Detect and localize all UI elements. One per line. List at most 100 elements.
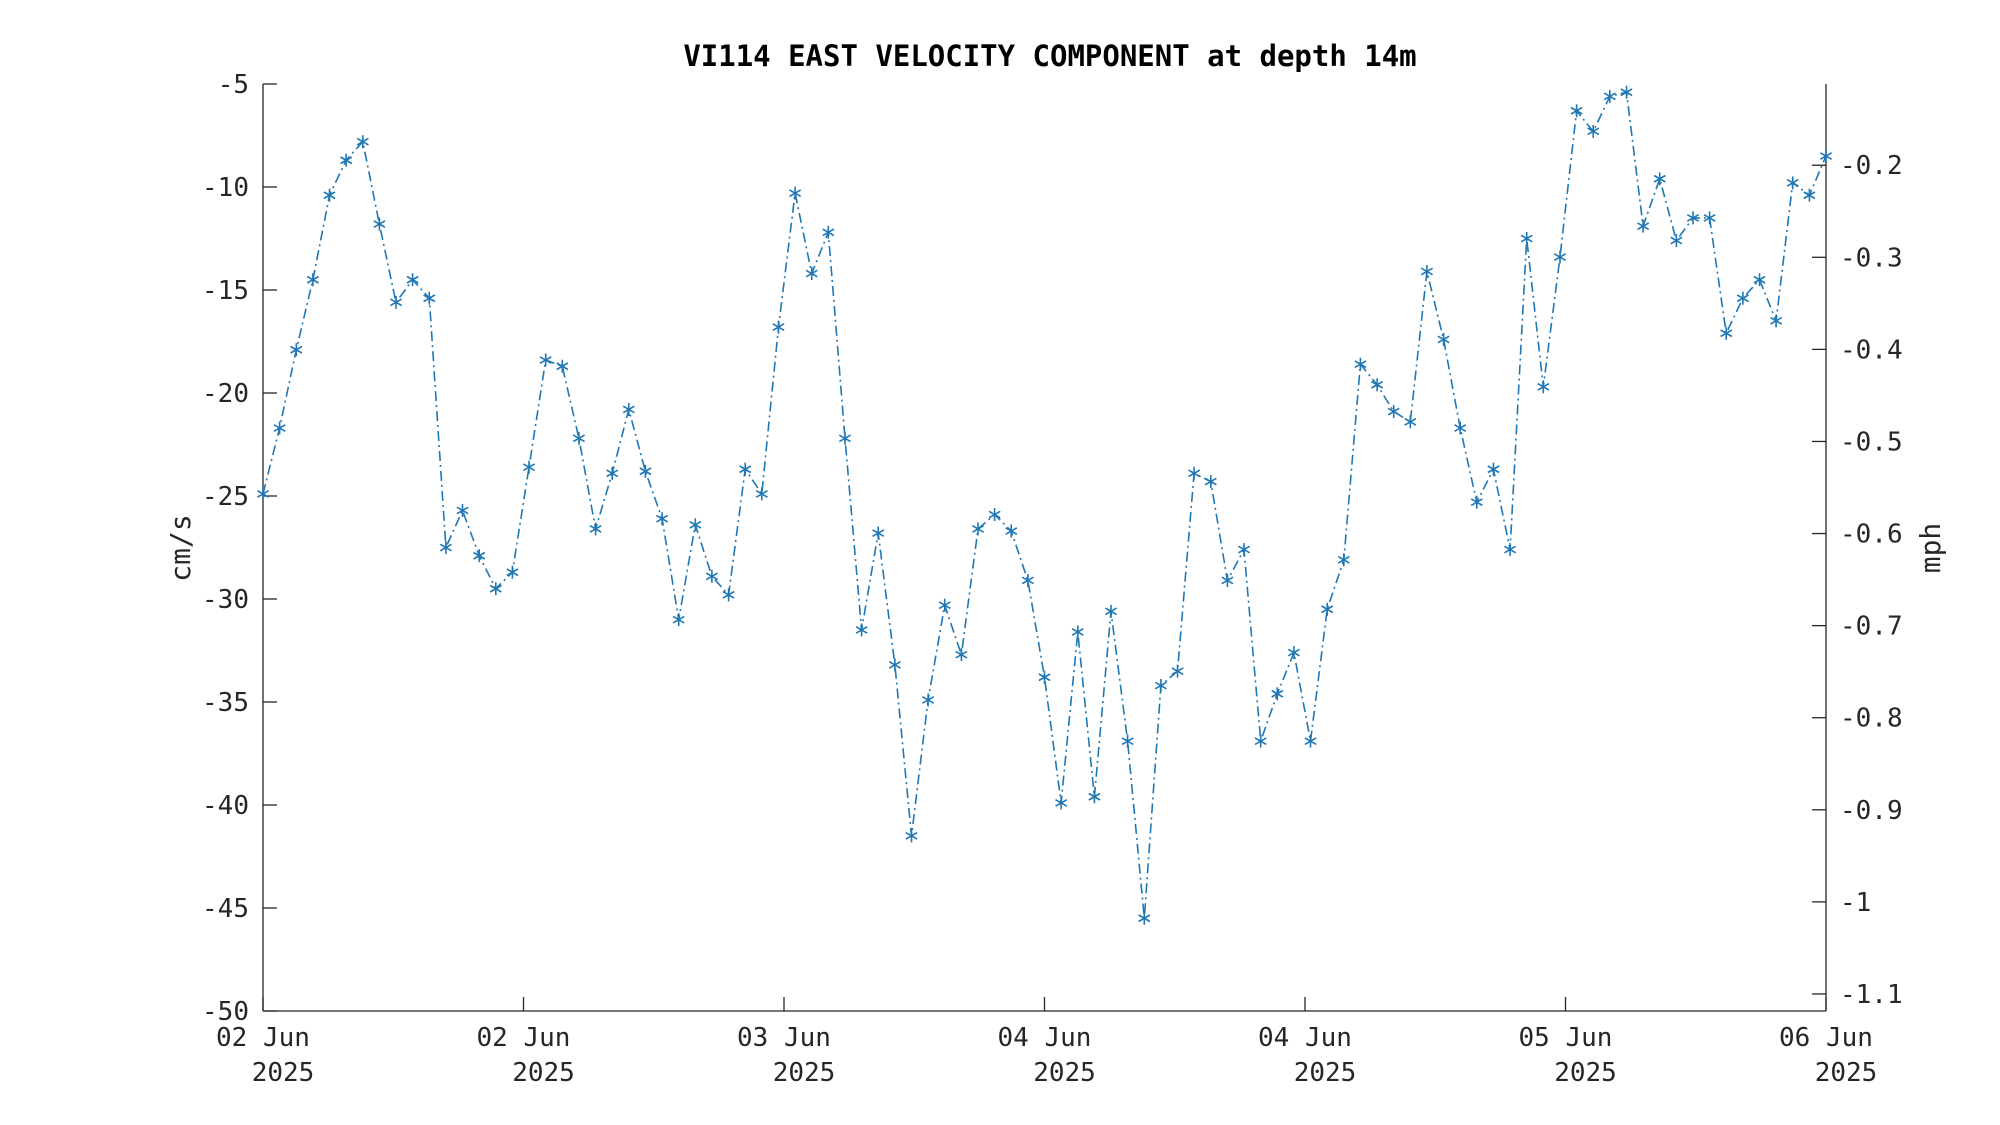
data-point — [1786, 176, 1799, 190]
data-point-stroke — [1470, 498, 1483, 507]
data-point — [1204, 475, 1217, 489]
data-point-stroke — [1154, 681, 1167, 690]
data-point-stroke — [1703, 214, 1716, 222]
data-point-stroke — [1603, 92, 1616, 101]
data-point — [955, 648, 968, 662]
data-point — [1670, 234, 1683, 248]
data-point-stroke — [1520, 234, 1533, 243]
data-point-stroke — [1803, 191, 1816, 200]
data-point — [838, 431, 851, 445]
data-point-stroke — [390, 298, 403, 307]
data-point-stroke — [589, 525, 602, 533]
y-tick-label: -50 — [202, 997, 249, 1027]
data-point — [406, 273, 419, 287]
data-point-stroke — [971, 525, 985, 533]
data-point — [373, 217, 386, 231]
series-line — [262, 91, 1827, 919]
data-point-stroke — [739, 465, 752, 474]
data-point — [1021, 574, 1034, 587]
data-point-stroke — [506, 568, 519, 577]
data-point-stroke — [456, 506, 469, 515]
data-point — [1620, 85, 1633, 99]
data-point-stroke — [1238, 545, 1251, 554]
data-point-stroke — [805, 269, 818, 278]
x-tick-label-day: 06 Jun — [1779, 1023, 1873, 1053]
data-point-stroke — [1204, 477, 1217, 486]
data-point-stroke — [1570, 106, 1583, 115]
data-point — [1387, 405, 1400, 418]
data-point — [755, 487, 768, 501]
data-point-stroke — [1254, 737, 1267, 746]
data-point-stroke — [1354, 360, 1367, 369]
data-point — [1038, 670, 1051, 684]
data-point — [390, 295, 403, 309]
data-point — [539, 353, 552, 367]
data-point — [1454, 421, 1467, 435]
data-point-stroke — [1686, 214, 1699, 222]
data-point — [622, 403, 635, 416]
data-point — [1121, 734, 1134, 748]
x-tick-label-year: 2025 — [773, 1058, 836, 1088]
data-point — [572, 431, 585, 445]
data-point — [872, 526, 885, 540]
data-point — [789, 186, 802, 200]
data-point-stroke — [789, 189, 802, 198]
data-point — [290, 343, 303, 357]
right-y-axis-label: mph — [1914, 523, 1947, 574]
x-tick-label-day: 05 Jun — [1519, 1023, 1613, 1053]
data-point — [523, 460, 536, 474]
data-point — [888, 658, 901, 672]
data-point-stroke — [1021, 576, 1034, 585]
y-tick-label: -10 — [202, 173, 249, 203]
data-point — [340, 153, 353, 167]
data-point-stroke — [1553, 253, 1566, 261]
data-point — [323, 188, 336, 202]
data-point — [1770, 314, 1783, 328]
y-tick-label: -5 — [218, 70, 249, 100]
data-point — [1603, 89, 1616, 103]
data-point — [356, 135, 369, 149]
data-point — [639, 464, 652, 478]
right-y-tick-label: -0.2 — [1840, 151, 1903, 181]
data-point-stroke — [1786, 178, 1799, 187]
data-point — [988, 508, 1001, 521]
data-point-stroke — [1753, 275, 1766, 284]
right-y-tick-label: -0.5 — [1840, 427, 1903, 457]
data-point — [1487, 462, 1500, 476]
y-tick-label: -15 — [202, 276, 249, 306]
data-point-stroke — [722, 590, 735, 599]
data-point — [456, 503, 469, 517]
data-point-stroke — [256, 490, 270, 498]
data-point-stroke — [838, 434, 851, 443]
data-point-stroke — [356, 137, 369, 146]
data-point-stroke — [1587, 127, 1600, 136]
data-point-stroke — [705, 572, 718, 581]
data-point-stroke — [1653, 174, 1666, 183]
data-point — [1404, 415, 1417, 429]
data-point-stroke — [905, 831, 918, 840]
x-tick-label-day: 03 Jun — [737, 1023, 831, 1053]
data-point-stroke — [1736, 294, 1749, 303]
data-point — [722, 588, 735, 602]
data-point — [556, 359, 569, 373]
data-point — [1171, 664, 1184, 678]
data-point-stroke — [1321, 605, 1334, 614]
data-point-stroke — [1038, 673, 1051, 682]
x-tick-label-day: 04 Jun — [998, 1023, 1092, 1053]
data-point-stroke — [473, 551, 486, 560]
data-point — [489, 582, 502, 596]
y-tick-label: -20 — [202, 379, 249, 409]
data-point — [439, 541, 452, 554]
data-point-stroke — [888, 661, 901, 669]
x-tick-label-day: 04 Jun — [1258, 1023, 1352, 1053]
x-tick-label-year: 2025 — [1294, 1058, 1357, 1088]
data-point-stroke — [622, 405, 635, 414]
data-point — [1803, 188, 1816, 202]
data-point-stroke — [1670, 236, 1683, 245]
data-point-stroke — [373, 220, 386, 228]
y-axis-label: cm/s — [164, 514, 197, 581]
data-point-stroke — [1437, 335, 1450, 344]
data-point — [256, 487, 270, 501]
data-point-stroke — [340, 156, 353, 165]
